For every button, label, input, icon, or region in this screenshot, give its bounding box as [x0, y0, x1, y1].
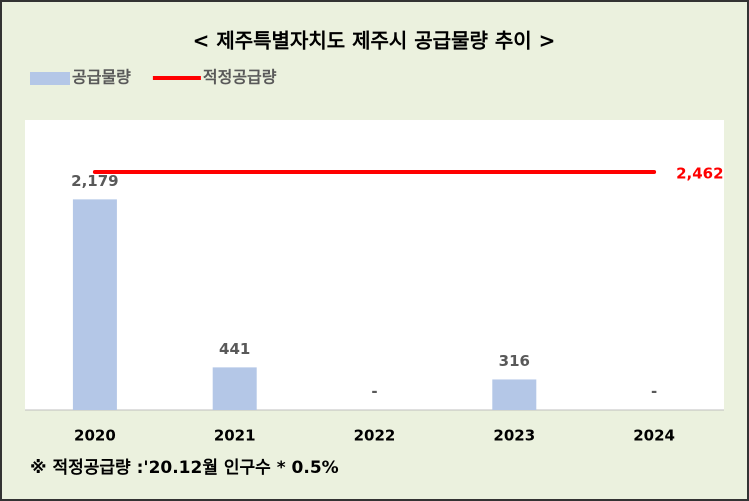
legend-label: 공급물량	[72, 68, 131, 87]
bar	[212, 367, 257, 410]
chart-title: < 제주특별자치도 제주시 공급물량 추이 >	[193, 29, 556, 53]
data-label: -	[651, 383, 657, 401]
plot-area	[25, 120, 724, 410]
data-label: 2,179	[71, 172, 118, 190]
x-tick-label: 2021	[214, 427, 256, 445]
x-tick-label: 2020	[74, 427, 116, 445]
legend-label: 적정공급량	[203, 68, 277, 87]
data-label: 316	[499, 352, 530, 370]
data-label: 441	[219, 340, 250, 358]
x-tick-label: 2022	[354, 427, 396, 445]
note: ※ 적정공급량 :'20.12월 인구수 * 0.5%	[30, 458, 339, 478]
bar	[72, 199, 117, 410]
bar	[492, 379, 537, 410]
legend-swatch	[30, 72, 70, 85]
data-label: 2,462	[676, 165, 723, 183]
x-tick-label: 2023	[493, 427, 535, 445]
data-label: -	[371, 383, 377, 401]
x-tick-label: 2024	[633, 427, 675, 445]
